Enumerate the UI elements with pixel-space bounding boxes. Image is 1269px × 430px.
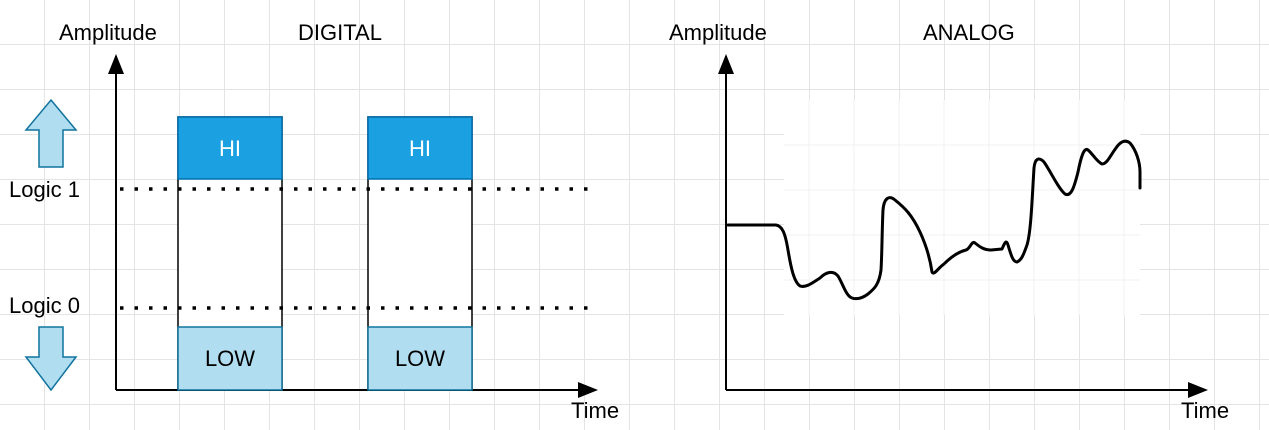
analog-panel: Amplitude ANALOG Time bbox=[669, 20, 1229, 423]
low-box-1 bbox=[177, 326, 283, 391]
low-label-1: LOW bbox=[205, 346, 255, 371]
analog-x-axis-label: Time bbox=[1181, 398, 1229, 423]
digital-x-axis-label: Time bbox=[571, 398, 619, 423]
digital-y-axis-label: Amplitude bbox=[59, 20, 157, 45]
hi-box-2 bbox=[367, 116, 473, 180]
logic-1-label: Logic 1 bbox=[9, 177, 80, 202]
digital-panel: HI HI LOW LOW Amplitude DIGITAL Logic 1 … bbox=[9, 20, 619, 423]
arrow-up-icon bbox=[24, 98, 78, 168]
analog-y-axis-label: Amplitude bbox=[669, 20, 767, 45]
digital-y-axis-arrowhead bbox=[108, 54, 124, 74]
digital-x-axis-arrowhead bbox=[578, 382, 598, 398]
analog-y-axis-arrowhead bbox=[718, 54, 734, 74]
low-label-2: LOW bbox=[395, 346, 445, 371]
hi-box-1 bbox=[177, 116, 283, 180]
analog-plot-area bbox=[784, 100, 1140, 315]
analog-plot-grid bbox=[784, 100, 1140, 315]
analog-title: ANALOG bbox=[923, 20, 1015, 45]
low-box-2 bbox=[367, 326, 473, 391]
digital-title: DIGITAL bbox=[298, 20, 382, 45]
analog-x-axis-arrowhead bbox=[1188, 382, 1208, 398]
logic-0-label: Logic 0 bbox=[9, 293, 80, 318]
arrow-down-icon bbox=[24, 326, 78, 392]
analog-waveform bbox=[726, 139, 1142, 301]
hi-label-2: HI bbox=[409, 136, 431, 161]
hi-label-1: HI bbox=[219, 136, 241, 161]
